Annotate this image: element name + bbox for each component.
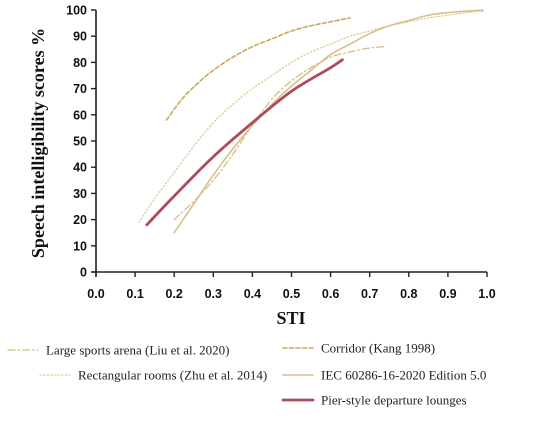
series-line-4 — [145, 58, 344, 227]
series-line-2 — [138, 10, 484, 223]
y-tick-label: 90 — [73, 30, 87, 44]
x-tick-label: 0.3 — [205, 287, 222, 301]
legend-label-3: IEC 60286-16-2020 Edition 5.0 — [321, 368, 486, 383]
y-tick-label: 10 — [73, 239, 87, 253]
x-tick-label: 0.5 — [283, 287, 300, 301]
y-tick-label: 50 — [73, 135, 87, 149]
series-lines — [138, 9, 484, 234]
x-tick-label: 0.1 — [126, 287, 143, 301]
x-tick-label: 0.8 — [400, 287, 417, 301]
x-tick-label: 0.7 — [361, 287, 378, 301]
axes: 0 10 20 30 40 50 60 70 80 90 100 0.0 0.1 0.2 0.3 0.4 0.5… — [66, 4, 496, 302]
series-line-1 — [165, 17, 351, 121]
series-line-0 — [173, 46, 386, 221]
x-tick-label: 0.2 — [166, 287, 183, 301]
legend-label-4: Pier-style departure lounges — [321, 393, 467, 408]
y-tick-label: 60 — [73, 108, 87, 122]
y-tick-label: 30 — [73, 187, 87, 201]
x-tick-label: 0.0 — [87, 287, 104, 301]
y-tick-label: 100 — [66, 4, 87, 18]
y-axis-title: Speech intelligibility scores % — [28, 28, 48, 258]
y-tick-label: 20 — [73, 213, 87, 227]
x-tick-label: 0.4 — [244, 287, 261, 301]
y-tick-label: 70 — [73, 82, 87, 96]
x-tick-label: 1.0 — [478, 287, 495, 301]
series-line-3 — [173, 9, 484, 234]
x-tick-label: 0.6 — [322, 287, 339, 301]
x-tick-label: 0.9 — [439, 287, 456, 301]
legend: Large sports arena (Liu et al. 2020) Corr… — [7, 341, 486, 408]
legend-label-1: Corridor (Kang 1998) — [321, 341, 435, 356]
legend-label-0: Large sports arena (Liu et al. 2020) — [46, 343, 230, 358]
y-tick-label: 80 — [73, 56, 87, 70]
x-axis-title: STI — [276, 308, 305, 328]
y-tick-label: 40 — [73, 161, 87, 175]
y-tick-label: 0 — [80, 266, 87, 280]
legend-label-2: Rectangular rooms (Zhu et al. 2014) — [78, 368, 267, 383]
